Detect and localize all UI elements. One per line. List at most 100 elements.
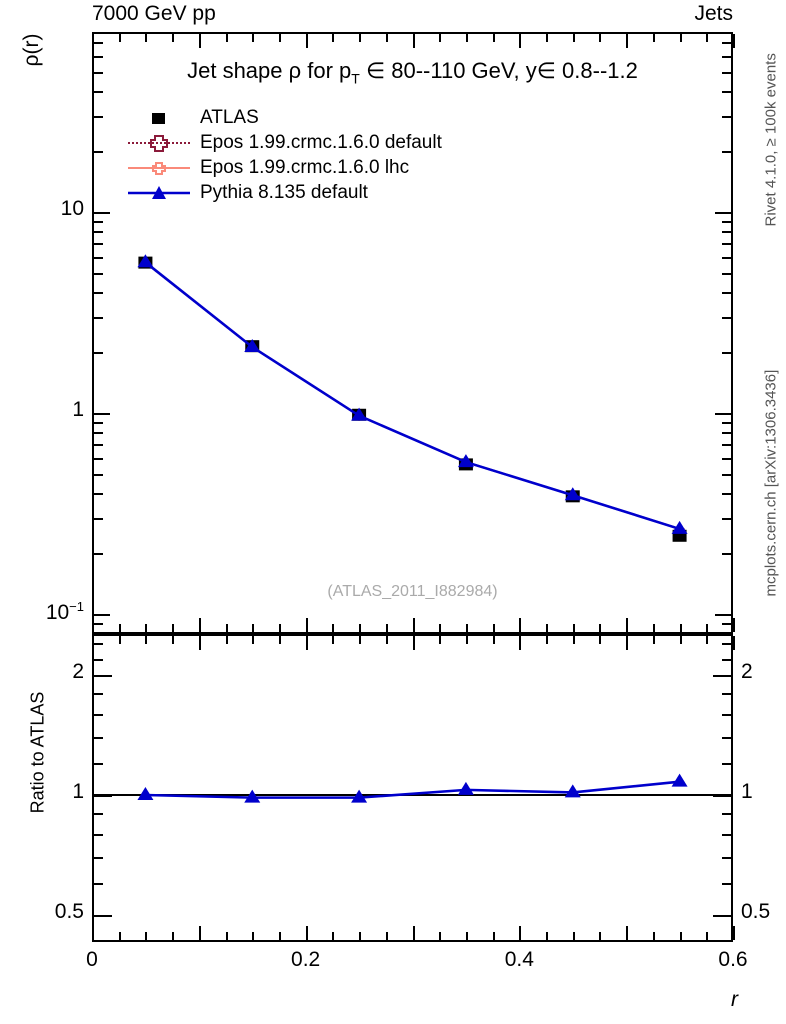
legend-label-pythia: Pythia 8.135 default xyxy=(200,181,368,203)
axis-tick xyxy=(94,231,103,234)
axis-tick xyxy=(94,352,103,355)
axis-tick xyxy=(332,932,335,940)
axis-tick-label: 10 xyxy=(60,197,84,220)
axis-tick xyxy=(332,636,335,644)
axis-tick xyxy=(706,624,709,632)
axis-tick xyxy=(94,553,103,556)
axis-tick xyxy=(722,422,731,425)
axis-tick xyxy=(252,932,255,940)
legend-label-epos-lhc: Epos 1.99.crmc.1.6.0 lhc xyxy=(200,156,410,178)
axis-tick xyxy=(713,914,731,917)
axis-tick xyxy=(225,34,228,42)
axis-tick xyxy=(94,422,103,425)
axis-tick xyxy=(94,272,103,275)
axis-tick xyxy=(465,624,468,632)
axis-tick xyxy=(519,34,522,48)
axis-tick xyxy=(465,34,468,42)
axis-tick xyxy=(572,624,575,632)
axis-tick xyxy=(492,932,495,940)
axis-tick xyxy=(715,212,731,214)
axis-tick xyxy=(722,55,731,58)
axis-tick xyxy=(722,856,731,859)
axis-tick xyxy=(679,932,682,940)
axis-tick xyxy=(722,492,731,495)
axis-tick xyxy=(715,413,731,415)
axis-tick xyxy=(733,34,735,48)
axis-tick xyxy=(94,914,112,917)
axis-tick xyxy=(713,675,731,677)
axis-tick xyxy=(572,636,575,644)
plot-title: Jet shape ρ for pT ∈ 80--110 GeV, y∈ 0.8… xyxy=(92,58,733,86)
axis-tick xyxy=(94,90,103,93)
plot-title-subscript: T xyxy=(351,70,360,87)
axis-tick xyxy=(252,624,255,632)
legend-label-atlas: ATLAS xyxy=(200,106,259,128)
axis-tick xyxy=(722,151,731,154)
axis-tick xyxy=(94,413,110,415)
axis-tick xyxy=(94,212,110,214)
axis-tick xyxy=(519,926,522,940)
mcplots-reference-credit: mcplots.cern.ch [arXiv:1306.3436] xyxy=(762,369,780,597)
axis-tick xyxy=(722,231,731,234)
axis-tick xyxy=(94,444,103,447)
axis-tick xyxy=(626,926,629,940)
legend-item-pythia[interactable]: Pythia 8.135 default xyxy=(128,180,442,205)
axis-tick xyxy=(145,932,148,940)
axis-tick xyxy=(519,636,522,650)
main-plot-panel xyxy=(92,32,733,634)
axis-tick xyxy=(722,883,731,886)
axis-tick xyxy=(546,624,549,632)
axis-tick xyxy=(332,624,335,632)
axis-tick xyxy=(722,71,731,74)
axis-tick xyxy=(465,636,468,644)
axis-tick xyxy=(94,763,103,766)
axis-tick xyxy=(94,736,103,739)
axis-tick xyxy=(385,636,388,644)
axis-tick xyxy=(439,34,442,42)
axis-tick xyxy=(118,636,121,644)
axis-tick xyxy=(599,932,602,940)
axis-tick-label: 1 xyxy=(72,398,84,421)
axis-tick xyxy=(412,34,415,48)
axis-tick xyxy=(92,926,94,940)
axis-tick xyxy=(546,34,549,42)
axis-tick xyxy=(722,444,731,447)
axis-tick xyxy=(198,34,201,48)
legend-item-epos-lhc[interactable]: Epos 1.99.crmc.1.6.0 lhc xyxy=(128,155,442,180)
axis-tick xyxy=(252,636,255,644)
axis-tick xyxy=(145,636,148,644)
axis-tick xyxy=(722,256,731,259)
axis-tick xyxy=(733,926,735,940)
axis-tick xyxy=(198,636,201,650)
axis-tick xyxy=(305,636,308,650)
axis-tick xyxy=(722,116,731,119)
axis-tick xyxy=(94,675,112,677)
axis-tick xyxy=(94,432,103,435)
legend-item-atlas[interactable]: ATLAS xyxy=(128,105,442,130)
axis-tick-label: 10−1 xyxy=(45,599,84,624)
axis-tick xyxy=(92,34,94,48)
axis-tick-label: 0.5 xyxy=(741,899,771,923)
axis-tick xyxy=(722,221,731,224)
axis-tick xyxy=(722,317,731,320)
axis-tick xyxy=(722,473,731,476)
axis-tick xyxy=(652,34,655,42)
axis-tick xyxy=(172,636,175,644)
axis-tick xyxy=(385,932,388,940)
plot-title-prefix: Jet shape ρ for p xyxy=(187,58,352,83)
legend-key-atlas xyxy=(128,107,190,129)
legend-item-epos-default[interactable]: Epos 1.99.crmc.1.6.0 default xyxy=(128,130,442,155)
axis-tick xyxy=(722,457,731,460)
axis-tick-label: 1 xyxy=(741,780,753,803)
axis-tick xyxy=(722,713,731,716)
axis-tick xyxy=(359,636,362,644)
axis-tick xyxy=(722,833,731,836)
axis-tick xyxy=(722,352,731,355)
axis-tick xyxy=(94,614,110,616)
axis-tick xyxy=(722,243,731,246)
x-axis-tick-label: 0.6 xyxy=(718,948,748,971)
legend-key-epos-default xyxy=(128,132,190,154)
axis-tick xyxy=(359,34,362,42)
axis-tick xyxy=(225,932,228,940)
